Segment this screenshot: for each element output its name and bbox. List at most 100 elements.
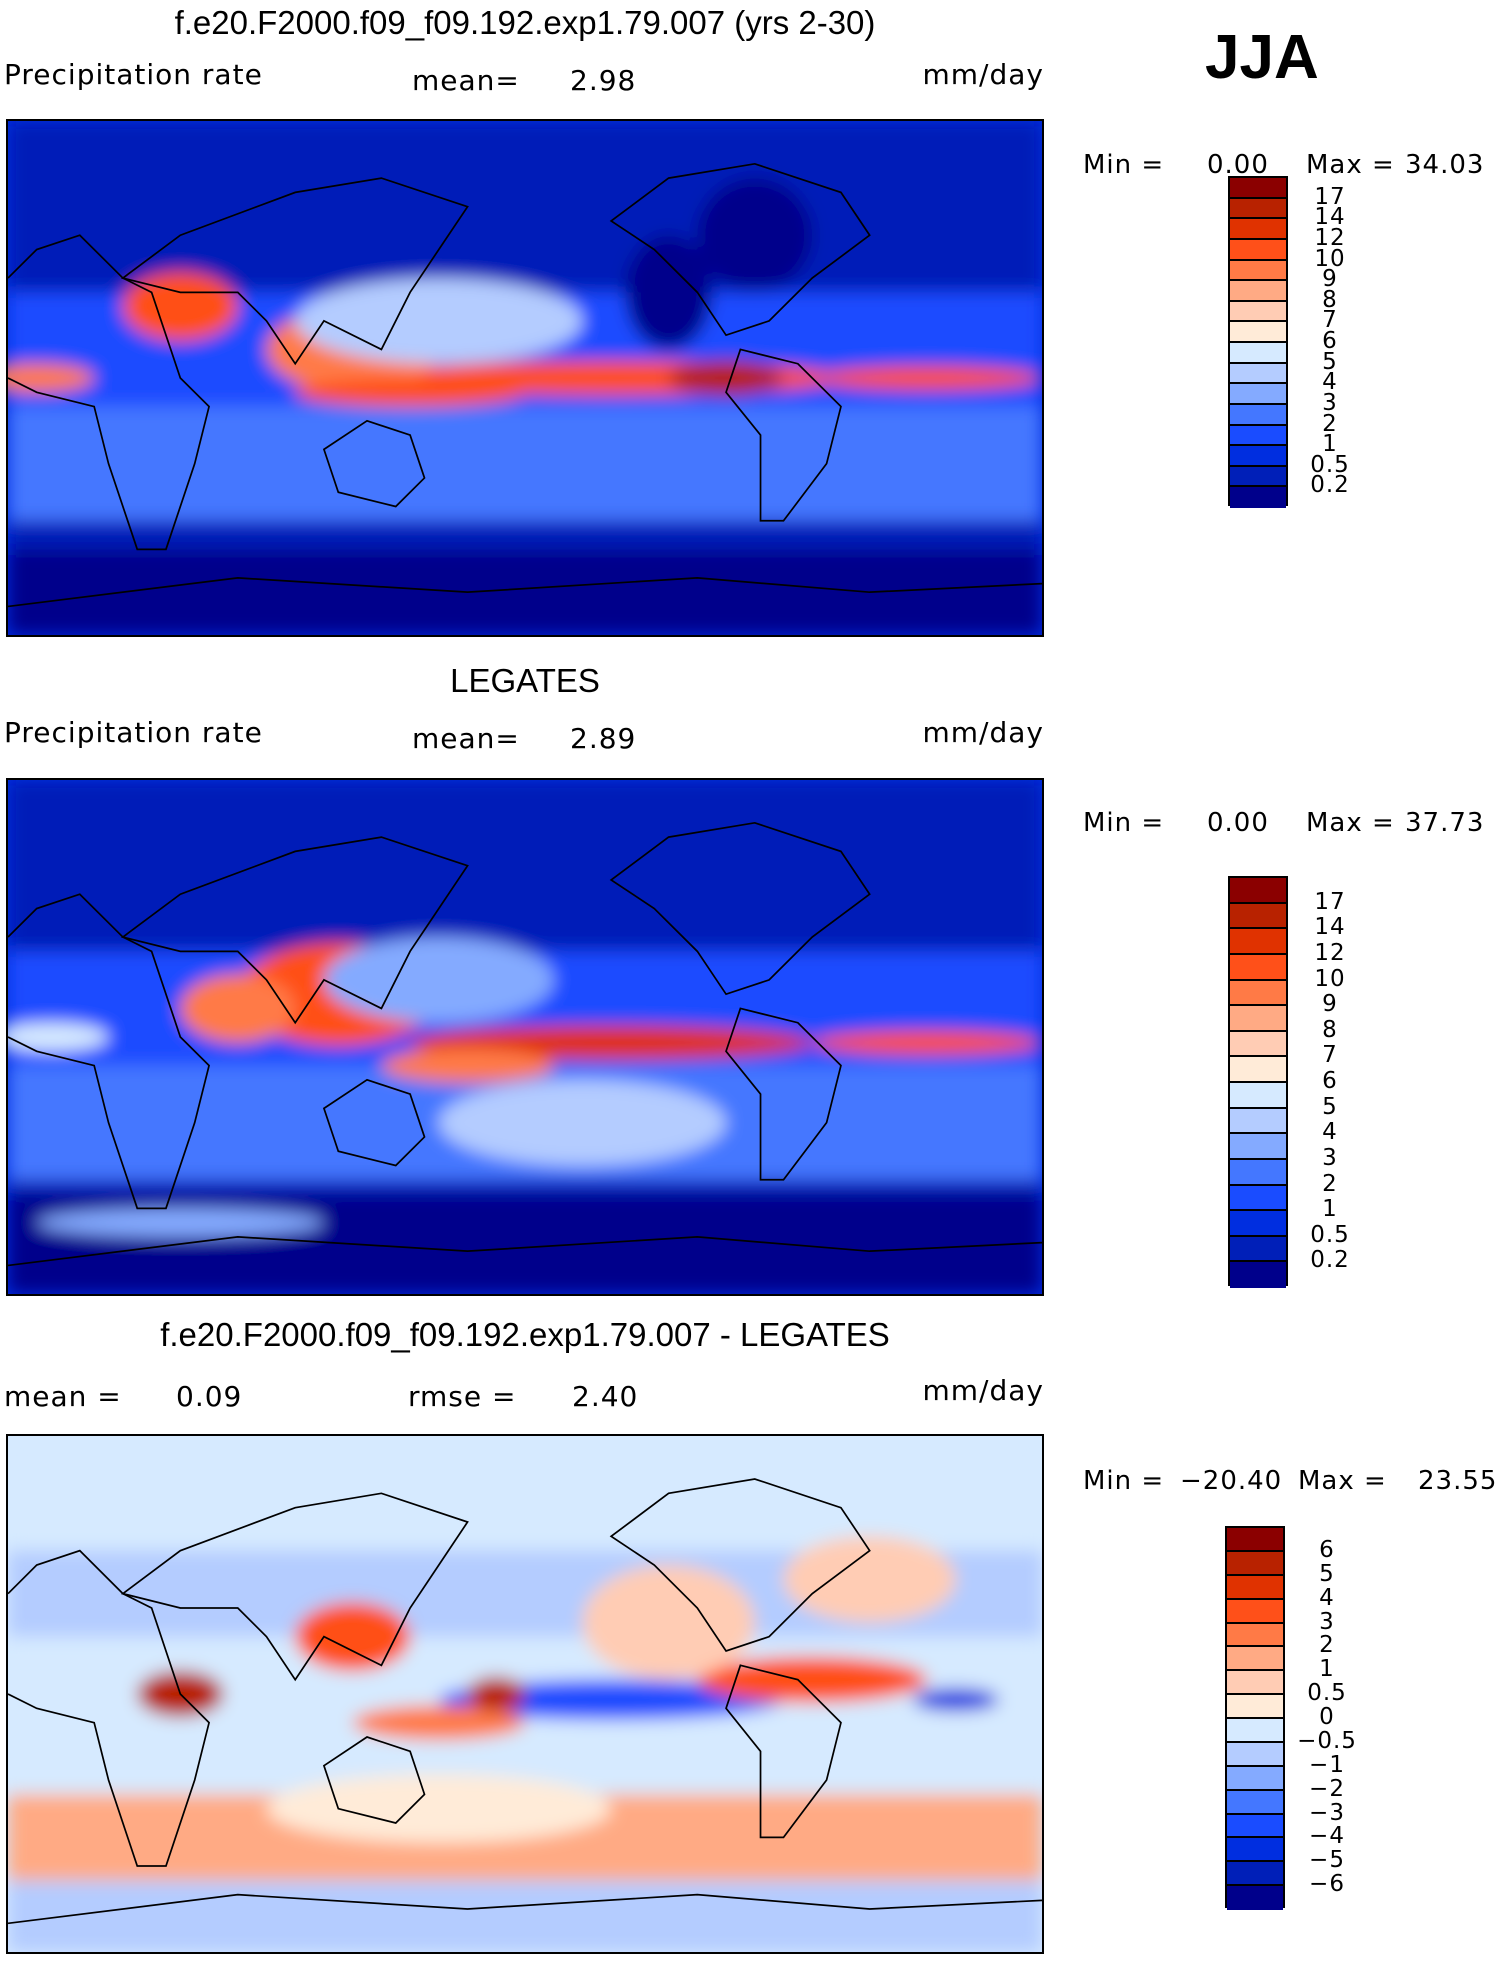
- panel1-map: [6, 119, 1044, 637]
- coastline: [609, 1478, 871, 1653]
- colorbar-swatch: [1227, 1695, 1283, 1719]
- field-region: [266, 1774, 612, 1844]
- panel2-colorbar: [1228, 876, 1288, 1288]
- coastline: [120, 836, 469, 1025]
- colorbar-label: 5: [1322, 1093, 1338, 1120]
- field-region: [36, 1208, 324, 1237]
- colorbar-label: 12: [1314, 224, 1346, 251]
- colorbar-label: 0: [1319, 1704, 1335, 1730]
- season-label: JJA: [1205, 23, 1319, 92]
- colorbar-label: 17: [1314, 888, 1346, 915]
- colorbar-label: 5: [1322, 348, 1338, 375]
- colorbar-label: 14: [1314, 204, 1346, 231]
- colorbar-swatch: [1230, 322, 1286, 343]
- field-region: [295, 1602, 411, 1672]
- colorbar-swatch: [1230, 281, 1286, 302]
- colorbar-swatch: [1230, 1185, 1286, 1212]
- colorbar-swatch: [1227, 1647, 1283, 1672]
- panel1-max: 34.03: [1405, 150, 1485, 180]
- colorbar-label: 14: [1314, 914, 1346, 941]
- coastline: [8, 893, 211, 1210]
- colorbar-label: 0.5: [1310, 451, 1350, 478]
- field-region: [812, 1031, 1042, 1055]
- colorbar-swatch: [1227, 1886, 1283, 1910]
- colorbar-swatch: [1230, 1108, 1286, 1135]
- colorbar-swatch: [1230, 1083, 1286, 1109]
- field-region: [8, 363, 95, 393]
- panel3-max: 23.55: [1418, 1466, 1498, 1496]
- colorbar-swatch: [1230, 980, 1286, 1007]
- field-band: [8, 406, 1042, 521]
- field-region: [467, 1676, 525, 1712]
- colorbar-swatch: [1230, 954, 1286, 981]
- panel1-min-label: Min =: [1083, 150, 1165, 180]
- colorbar-label: 3: [1322, 389, 1338, 416]
- colorbar-label: 4: [1319, 1584, 1335, 1611]
- panel1-title: f.e20.F2000.f09_f09.192.exp1.79.007 (yrs…: [174, 4, 876, 41]
- colorbar-swatch: [1230, 1159, 1286, 1186]
- panel2-mean-label: mean=: [412, 722, 520, 755]
- coastline: [8, 577, 1042, 608]
- colorbar-swatch: [1230, 1006, 1286, 1032]
- colorbar-label: 5: [1319, 1560, 1335, 1587]
- colorbar-swatch: [1230, 446, 1286, 467]
- colorbar-label: −0.5: [1297, 1727, 1357, 1754]
- colorbar-label: 9: [1322, 266, 1338, 293]
- colorbar-label: 0.2: [1310, 1247, 1350, 1274]
- colorbar-swatch: [1227, 1862, 1283, 1887]
- panel3-max-label: Max =: [1298, 1466, 1387, 1496]
- colorbar-label: 2: [1322, 410, 1338, 437]
- colorbar-label: −2: [1309, 1775, 1345, 1802]
- field-region: [438, 1679, 784, 1720]
- coastline: [322, 1078, 426, 1167]
- colorbar-label: 0.5: [1307, 1680, 1347, 1707]
- coastline: [322, 1736, 426, 1824]
- coastline: [322, 419, 426, 508]
- colorbar-swatch: [1227, 1719, 1283, 1743]
- colorbar-swatch: [1230, 929, 1286, 955]
- colorbar-swatch: [1230, 1211, 1286, 1237]
- panel1-variable: Precipitation rate: [4, 58, 263, 91]
- colorbar-swatch: [1230, 903, 1286, 930]
- colorbar-swatch: [1230, 178, 1286, 199]
- panel3-map: [6, 1434, 1044, 1954]
- panel3-colorbar: [1225, 1526, 1285, 1910]
- panel3-units: mm/day: [922, 1374, 1044, 1407]
- panel2-map: [6, 778, 1044, 1296]
- field-region: [697, 178, 813, 293]
- coastline: [8, 1549, 211, 1867]
- panel2-units: mm/day: [922, 716, 1044, 749]
- field-band: [8, 1880, 1042, 1952]
- colorbar-label: 8: [1322, 1016, 1338, 1043]
- coastline: [725, 1664, 842, 1839]
- colorbar-label: −5: [1309, 1847, 1345, 1874]
- colorbar-swatch: [1230, 219, 1286, 240]
- colorbar-swatch: [1230, 1262, 1286, 1288]
- colorbar-swatch: [1227, 1575, 1283, 1600]
- panel2-min-label: Min =: [1083, 808, 1165, 838]
- colorbar-label: 2: [1322, 1170, 1338, 1197]
- field-region: [625, 235, 712, 350]
- colorbar-label: 10: [1314, 965, 1346, 992]
- panel1-min: 0.00: [1207, 150, 1269, 180]
- colorbar-swatch: [1230, 384, 1286, 405]
- field-region: [295, 278, 583, 364]
- colorbar-swatch: [1227, 1814, 1283, 1839]
- colorbar-swatch: [1230, 1134, 1286, 1160]
- panel1-units: mm/day: [922, 58, 1044, 91]
- colorbar-label: 3: [1319, 1608, 1335, 1635]
- panel2-mean: 2.89: [570, 722, 637, 755]
- panel3-min-label: Min =: [1083, 1466, 1165, 1496]
- field-region: [122, 272, 238, 341]
- colorbar-swatch: [1230, 425, 1286, 447]
- field-region: [812, 366, 1042, 390]
- panel2-max-label: Max =: [1306, 808, 1395, 838]
- field-region: [697, 1656, 928, 1703]
- panel3-rmse-label: rmse =: [408, 1380, 517, 1413]
- colorbar-swatch: [1227, 1742, 1283, 1767]
- coastline: [120, 1492, 469, 1682]
- panel1-colorbar: [1228, 176, 1288, 508]
- colorbar-label: 0.5: [1310, 1221, 1350, 1248]
- panel3-mean-label: mean =: [4, 1380, 122, 1413]
- colorbar-swatch: [1230, 878, 1286, 904]
